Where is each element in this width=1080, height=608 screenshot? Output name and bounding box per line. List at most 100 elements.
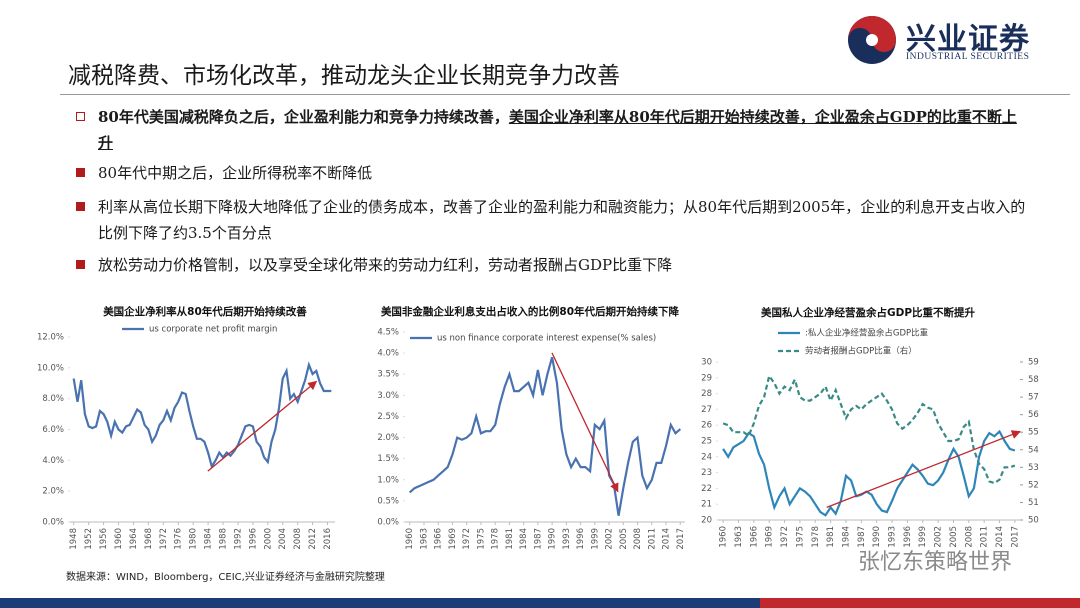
y-tick-label: 3.0% [377, 391, 399, 401]
bullet-text: 利率从高位长期下降极大地降低了企业的债务成本，改善了企业的盈利能力和融资能力；从… [98, 198, 1026, 242]
x-tick-label: 2008 [964, 526, 974, 548]
logo-name: 兴业证券 [906, 22, 1030, 57]
x-tick-label: 1948 [69, 528, 79, 550]
x-tick-label: 1999 [918, 526, 928, 548]
footer-accent [760, 598, 1080, 608]
bullet-marker [76, 168, 85, 177]
y-tick-label: 2.0% [42, 487, 64, 497]
y2-tick-label: 54 [1028, 445, 1039, 455]
x-tick-label: 1972 [780, 526, 790, 548]
chart-title: 美国非金融企业利息支出占收入的比例80年代后期开始持续下降 [381, 305, 680, 318]
x-tick-label: 2002 [934, 526, 944, 548]
series-line [72, 361, 332, 470]
y-tick-label: 2.5% [377, 412, 399, 422]
x-tick-label: 1996 [248, 528, 258, 550]
x-tick-label: 1993 [562, 528, 572, 550]
x-tick-label: 1972 [462, 528, 472, 550]
x-tick-label: 1972 [159, 528, 169, 550]
x-tick-label: 2012 [308, 528, 318, 550]
y2-tick-label: 59 [1028, 358, 1039, 368]
x-tick-label: 1966 [434, 528, 444, 550]
bullet: 80年代中期之后，企业所得税率不断降低 [76, 160, 1028, 186]
y2-tick-label: 55 [1028, 428, 1039, 438]
y2-tick-label: 56 [1028, 410, 1039, 420]
x-tick-label: 2000 [263, 528, 273, 550]
y-tick-label: 12.0% [37, 333, 64, 343]
x-tick-label: 1978 [491, 528, 501, 550]
footer-bar [0, 598, 1080, 608]
y2-tick-label: 53 [1028, 463, 1039, 473]
bullet-text: 80年代美国减税降负之后，企业盈利能力和竞争力持续改善， [98, 108, 509, 126]
trend-arrow [207, 380, 318, 472]
y-tick-label: 8.0% [42, 394, 64, 404]
x-tick-label: 2011 [980, 526, 990, 548]
series-line [408, 357, 682, 516]
y-tick-label: 4.0% [42, 456, 64, 466]
x-tick-label: 1960 [719, 526, 729, 548]
bullet-text: 放松劳动力价格管制，以及享受全球化带来的劳动力红利，劳动者报酬占GDP比重下降 [98, 256, 673, 274]
y-tick-label: 0.0% [377, 518, 399, 528]
x-tick-label: 1969 [448, 528, 458, 550]
y2-tick-label: 52 [1028, 480, 1039, 490]
y2-tick-label: 58 [1028, 375, 1039, 385]
x-tick-label: 2008 [293, 528, 303, 550]
x-tick-label: 1992 [233, 528, 243, 550]
x-tick-label: 1963 [734, 526, 744, 548]
x-tick-label: 1981 [505, 528, 515, 550]
legend-label: :私人企业净经营盈余占GDP比重 [805, 328, 929, 339]
bullet-marker [76, 260, 85, 269]
logo-dot [866, 34, 878, 46]
legend-label: us non finance corporate interest expens… [437, 334, 656, 344]
x-tick-label: 1968 [144, 528, 154, 550]
x-tick-label: 1978 [811, 526, 821, 548]
y-tick-label: 24 [701, 452, 712, 462]
series-line [722, 373, 1016, 485]
bullet: 80年代美国减税降负之后，企业盈利能力和竞争力持续改善，美国企业净利率从80年代… [76, 104, 1028, 156]
y-tick-label: 4.0% [377, 349, 399, 359]
y-tick-label: 0.5% [377, 496, 399, 506]
x-tick-label: 1993 [888, 526, 898, 548]
x-tick-label: 2002 [605, 528, 615, 550]
x-tick-label: 1969 [765, 526, 775, 548]
bullet: 放松劳动力价格管制，以及享受全球化带来的劳动力红利，劳动者报酬占GDP比重下降 [76, 252, 1028, 278]
y-tick-label: 2.0% [377, 433, 399, 443]
bullet-underlined: 美国企业净利率从80年代后期开始持续改善，企业盈余占GDP的比重不断上升 [98, 108, 1017, 152]
x-tick-label: 2017 [676, 528, 686, 550]
y-tick-label: 23 [701, 468, 712, 478]
y-tick-label: 10.0% [37, 363, 64, 373]
y2-tick-label: 51 [1028, 498, 1039, 508]
chart-title: 美国企业净利率从80年代后期开始持续改善 [103, 305, 307, 318]
y-tick-label: 1.5% [377, 454, 399, 464]
y2-tick-label: 57 [1028, 393, 1039, 403]
y-tick-label: 4.5% [377, 328, 399, 338]
y-tick-label: 22 [701, 484, 712, 494]
x-tick-label: 1960 [114, 528, 124, 550]
logo-subtitle: INDUSTRIAL SECURITIES [906, 52, 1030, 62]
x-tick-label: 2016 [323, 528, 333, 550]
y-tick-label: 20 [701, 516, 712, 526]
y-tick-label: 28 [701, 389, 712, 399]
x-tick-label: 1956 [99, 528, 109, 550]
x-tick-label: 1987 [857, 526, 867, 548]
x-tick-label: 2005 [949, 526, 959, 548]
bullet: 利率从高位长期下降极大地降低了企业的债务成本，改善了企业的盈利能力和融资能力；从… [76, 194, 1028, 246]
x-tick-label: 2005 [619, 528, 629, 550]
x-tick-label: 1987 [533, 528, 543, 550]
x-tick-label: 1990 [548, 528, 558, 550]
x-tick-label: 1984 [204, 528, 214, 550]
bullet-text: 80年代中期之后，企业所得税率不断降低 [98, 164, 373, 182]
x-tick-label: 1966 [749, 526, 759, 548]
x-tick-label: 2014 [995, 526, 1005, 548]
trend-arrow [551, 352, 619, 493]
source-note: 数据来源：WIND，Bloomberg，CEIC,兴业证券经济与金融研究院整理 [66, 572, 385, 583]
x-tick-label: 2004 [278, 528, 288, 550]
legend-label: 劳动者报酬占GDP比重（右） [805, 346, 917, 357]
y-tick-label: 3.5% [377, 370, 399, 380]
x-tick-label: 1980 [189, 528, 199, 550]
legend-label: us corporate net profit margin [149, 325, 277, 335]
x-tick-label: 1988 [219, 528, 229, 550]
series-line [722, 429, 1016, 517]
y-tick-label: 25 [701, 437, 712, 447]
